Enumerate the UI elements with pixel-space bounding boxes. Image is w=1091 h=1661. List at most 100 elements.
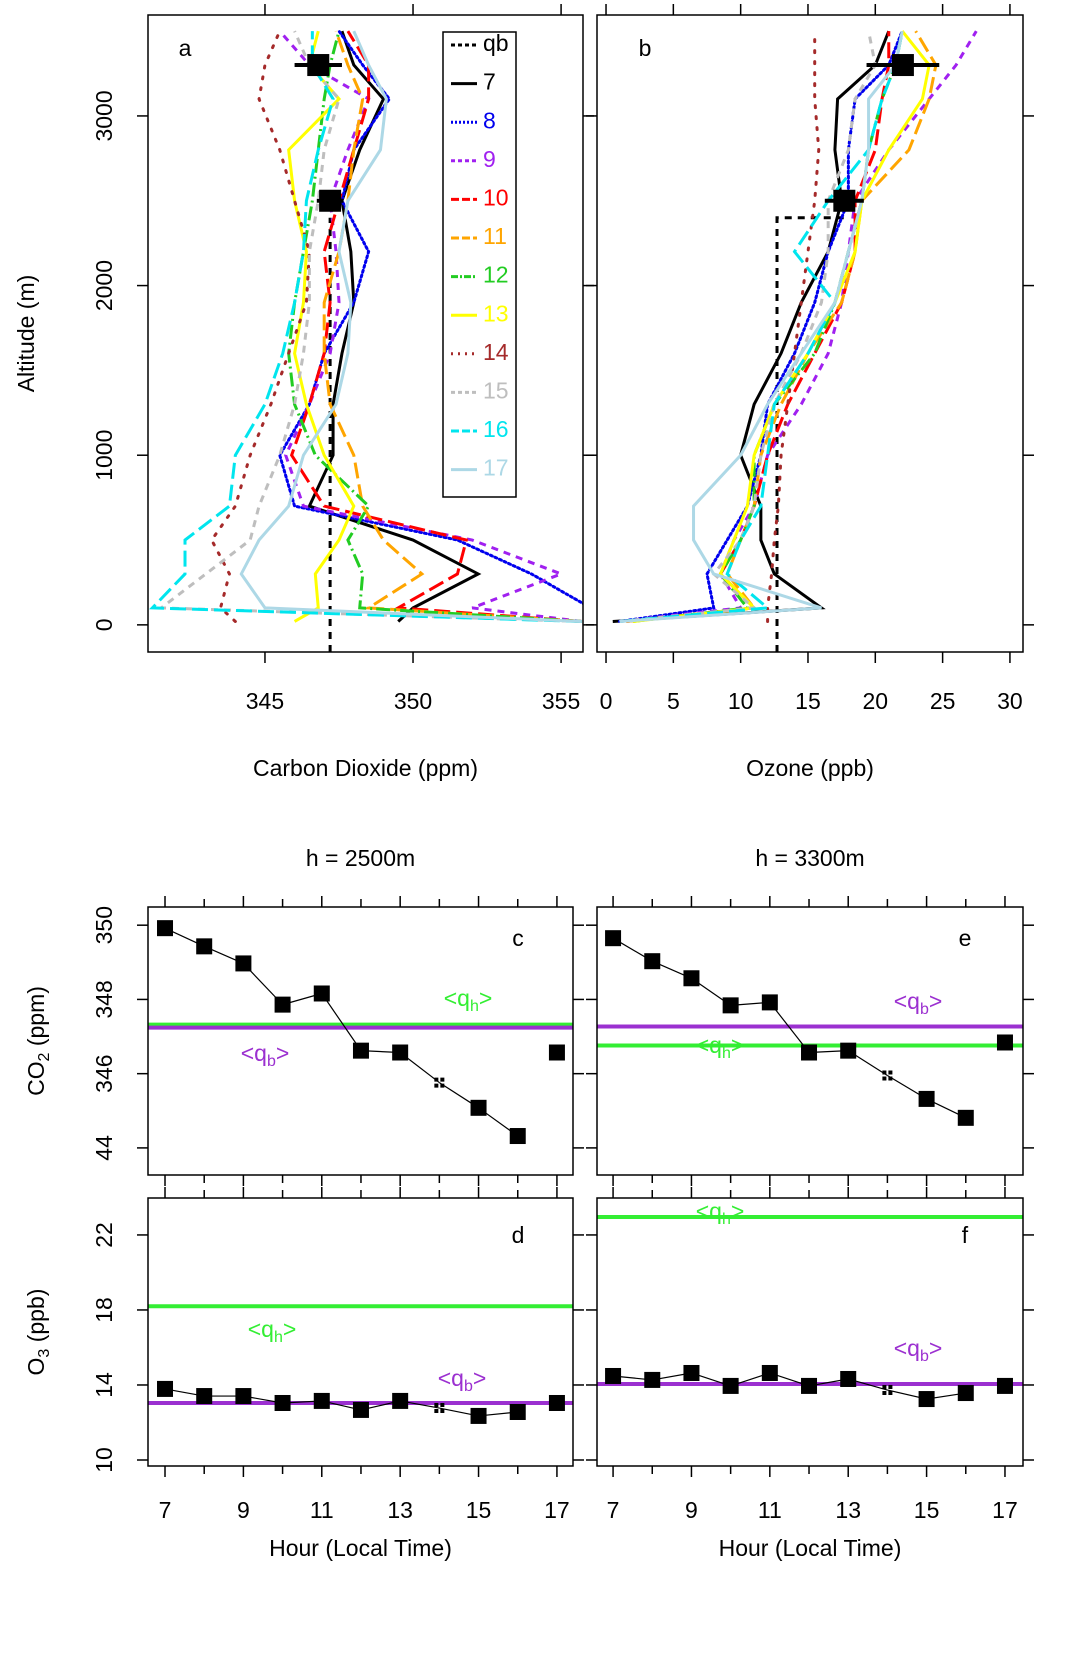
connector xyxy=(769,1002,810,1053)
x-axis-title: Ozone (ppb) xyxy=(746,755,874,781)
x-tick-label: 25 xyxy=(930,688,956,714)
profile-line xyxy=(632,30,931,623)
panel-label: d xyxy=(512,1222,525,1248)
point-marker xyxy=(313,1392,330,1409)
subscript: b xyxy=(920,1348,929,1365)
profile-line xyxy=(322,30,582,623)
point-marker xyxy=(392,1044,409,1061)
mean-marker xyxy=(833,189,856,212)
point-marker xyxy=(313,985,330,1002)
point-marker xyxy=(840,1042,857,1059)
reference-label: <qb> xyxy=(241,1040,290,1070)
label-part: (ppb) xyxy=(23,1289,49,1349)
point-marker xyxy=(352,1401,369,1418)
legend-label: 17 xyxy=(483,455,509,481)
x-tick-label: 9 xyxy=(237,1497,250,1523)
profile-line xyxy=(287,30,356,623)
subscript: h xyxy=(274,1329,283,1346)
point-marker xyxy=(801,1044,818,1061)
panel-label: b xyxy=(639,35,652,61)
y-tick-label: 0 xyxy=(91,618,117,631)
subscript: h xyxy=(722,1045,731,1062)
label-part: <q xyxy=(894,1335,920,1361)
profile-line xyxy=(149,31,582,623)
x-tick-label: 0 xyxy=(600,688,613,714)
label-part: <q xyxy=(241,1040,267,1066)
subscript: b xyxy=(920,1001,929,1018)
label-part: <q xyxy=(696,1198,722,1224)
x-axis-title: Hour (Local Time) xyxy=(269,1535,452,1561)
point-marker xyxy=(274,1394,291,1411)
reference-label: <qh> xyxy=(696,1198,745,1228)
point-marker xyxy=(722,997,739,1014)
point-marker xyxy=(196,1388,213,1405)
legend-label: 14 xyxy=(483,339,509,365)
x-tick-label: 20 xyxy=(863,688,889,714)
label-part: > xyxy=(731,1198,744,1224)
reference-label: <qh> xyxy=(444,985,493,1015)
point-marker xyxy=(434,1077,445,1088)
subscript: h xyxy=(470,998,479,1015)
label-part: > xyxy=(473,1365,486,1391)
point-marker xyxy=(761,1364,778,1381)
y-tick-label: 346 xyxy=(91,1054,117,1092)
panel-title: h = 3300m xyxy=(755,845,864,871)
x-tick-label: 345 xyxy=(246,688,284,714)
point-marker xyxy=(918,1090,935,1107)
point-marker xyxy=(470,1407,487,1424)
point-marker xyxy=(157,920,174,937)
point-marker xyxy=(392,1392,409,1409)
legend-label: 13 xyxy=(483,300,509,326)
y-tick-label: 18 xyxy=(91,1297,117,1323)
label-part: > xyxy=(283,1316,296,1342)
profile-line xyxy=(278,30,582,623)
point-marker xyxy=(509,1128,526,1145)
point-marker xyxy=(548,1394,565,1411)
x-tick-label: 17 xyxy=(992,1497,1018,1523)
legend-label: 7 xyxy=(483,69,496,95)
profile-line xyxy=(626,31,891,623)
plot-area xyxy=(148,920,573,1145)
legend-box xyxy=(442,31,517,498)
point-marker xyxy=(274,996,291,1013)
reference-label: <qh> xyxy=(696,1032,745,1062)
profile-line xyxy=(619,30,904,623)
point-marker xyxy=(605,930,622,947)
x-tick-label: 30 xyxy=(997,688,1023,714)
plot-frame xyxy=(147,1197,574,1467)
connector xyxy=(321,993,362,1051)
panel-label: c xyxy=(512,925,524,951)
plot-area xyxy=(148,1304,573,1424)
profile-line xyxy=(619,30,904,623)
subscript: 2 xyxy=(36,1052,53,1061)
reference-label: <qb> xyxy=(894,988,943,1018)
profile-line xyxy=(157,30,582,623)
plot-frame xyxy=(596,1197,1024,1467)
profile-line xyxy=(775,216,845,652)
point-marker xyxy=(605,1367,622,1384)
point-marker xyxy=(957,1385,974,1402)
x-tick-label: 11 xyxy=(758,1497,782,1523)
label-part: <q xyxy=(444,985,470,1011)
x-tick-label: 17 xyxy=(544,1497,570,1523)
label-part: <q xyxy=(894,988,920,1014)
profile-line xyxy=(239,30,582,623)
profile-line xyxy=(612,30,891,623)
plot-area xyxy=(597,930,1023,1126)
point-marker xyxy=(801,1377,818,1394)
y-tick-label: 10 xyxy=(91,1447,117,1473)
y-axis-title: O3 (ppb) xyxy=(23,1289,53,1376)
y-tick-label: 22 xyxy=(91,1222,117,1248)
subscript: h xyxy=(722,1211,731,1228)
y-tick-label: 2000 xyxy=(91,260,117,311)
subscript: b xyxy=(464,1378,473,1395)
label-part: > xyxy=(929,1335,942,1361)
mean-marker xyxy=(307,54,330,77)
label-part: <q xyxy=(248,1316,274,1342)
label-part: <q xyxy=(696,1032,722,1058)
label-part: O xyxy=(23,1358,49,1376)
x-axis-title: Carbon Dioxide (ppm) xyxy=(253,755,478,781)
x-tick-label: 7 xyxy=(159,1497,172,1523)
plot-frame xyxy=(596,14,1024,653)
